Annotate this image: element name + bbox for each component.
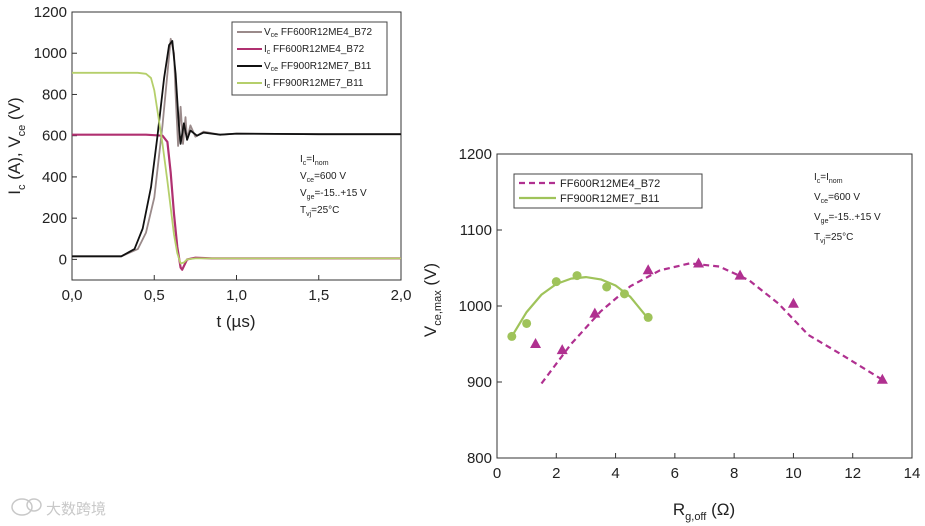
x-tick-label: 0,0	[62, 287, 83, 304]
switching-waveform-chart: 0,0 0,5 1,0 1,5 2,0 0 200 400 600 800 1000 1200 Ic …	[5, 4, 411, 331]
annotation-line: Vce=600 V	[814, 192, 860, 205]
x-tick-label: 2,0	[391, 287, 412, 304]
watermark-text: 大数跨境	[46, 500, 106, 518]
x-tick-label: 10	[785, 465, 802, 482]
fit-curve	[540, 262, 883, 385]
legend-entry: Ic FF900R12ME7_B11	[264, 78, 364, 90]
annotation-line: Ic=Inom	[814, 172, 843, 185]
annotation-line: Tvj=25°C	[814, 232, 853, 245]
y-tick-label: 800	[42, 86, 67, 103]
overvoltage-vs-gate-resistance-chart: 0 2 4 6 8 10 12 14 800 900 1000 1100 1200 Vce,max (V…	[421, 146, 920, 523]
x-tick-label: 1,0	[226, 287, 247, 304]
series-marks	[507, 257, 888, 385]
annotation-line: Vce=600 V	[300, 171, 346, 184]
data-point	[602, 282, 612, 292]
y-tick-label: 0	[59, 251, 67, 268]
data-point	[642, 264, 654, 275]
annotation-line: Vge=-15..+15 V	[300, 188, 367, 201]
y-tick-label: 1200	[34, 4, 67, 21]
x-tick-label: 4	[611, 465, 619, 482]
series-line	[72, 133, 401, 271]
y-tick-label: 200	[42, 210, 67, 227]
x-tick-label: 12	[844, 465, 861, 482]
x-tick-label: 14	[904, 465, 921, 482]
data-point	[551, 277, 561, 287]
annotation-line: Vge=-15..+15 V	[814, 212, 881, 225]
watermark: 大数跨境	[11, 498, 106, 518]
data-point	[530, 338, 542, 348]
axis-ticks: 0,0 0,5 1,0 1,5 2,0 0 200 400 600 800 1000 1200	[34, 4, 412, 304]
legend-entry: Ic FF600R12ME4_B72	[264, 44, 365, 56]
fit-curve	[510, 276, 647, 337]
y-tick-label: 400	[42, 169, 67, 186]
legend-entry: Vce FF600R12ME4_B72	[264, 27, 372, 39]
x-axis-label: Rg,off (Ω)	[673, 500, 735, 523]
y-axis-label: Vce,max (V)	[421, 263, 444, 337]
data-point	[734, 269, 746, 280]
y-tick-label: 600	[42, 128, 67, 145]
x-tick-label: 0,5	[144, 287, 165, 304]
data-point	[619, 289, 629, 299]
x-tick-label: 1,5	[308, 287, 329, 304]
x-tick-label: 2	[552, 465, 560, 482]
data-point	[507, 331, 517, 341]
x-tick-label: 8	[730, 465, 738, 482]
annotation-line: Ic=Inom	[300, 154, 329, 167]
data-point	[572, 271, 582, 281]
data-point	[643, 312, 653, 322]
legend-entry: FF900R12ME7_B11	[560, 193, 659, 205]
data-point	[556, 344, 568, 355]
legend: FF600R12ME4_B72 FF900R12ME7_B11	[513, 173, 703, 209]
data-point	[876, 373, 888, 384]
series-lines	[72, 37, 401, 271]
x-tick-label: 0	[493, 465, 501, 482]
y-axis-label: Ic (A), Vce (V)	[5, 97, 28, 194]
conditions-annotation: Ic=Inom Vce=600 V Vge=-15..+15 V Tvj=25°C	[300, 154, 367, 218]
legend-box	[513, 173, 703, 209]
chat-bubble-icon	[11, 498, 42, 516]
annotation-line: Tvj=25°C	[300, 205, 339, 218]
legend-entry: Vce FF900R12ME7_B11	[264, 61, 372, 73]
x-tick-label: 6	[671, 465, 679, 482]
legend-entry: FF600R12ME4_B72	[560, 178, 660, 190]
data-point	[787, 297, 799, 308]
data-point	[589, 307, 601, 318]
y-tick-label: 1200	[459, 146, 492, 163]
series-line	[72, 71, 401, 265]
x-axis-label: t (µs)	[216, 312, 255, 331]
conditions-annotation: Ic=Inom Vce=600 V Vge=-15..+15 V Tvj=25°C	[814, 172, 881, 245]
y-tick-label: 800	[467, 450, 492, 467]
data-point	[693, 257, 705, 268]
data-point	[522, 318, 532, 328]
y-tick-label: 900	[467, 374, 492, 391]
series-line	[72, 40, 401, 258]
axis-ticks: 0 2 4 6 8 10 12 14 800 900 1000 1100 1200	[459, 146, 921, 482]
legend: Vce FF600R12ME4_B72 Ic FF600R12ME4_B72 Vce…	[231, 21, 388, 96]
y-tick-label: 1000	[34, 45, 67, 62]
y-tick-label: 1100	[460, 222, 492, 239]
y-tick-label: 1000	[459, 298, 492, 315]
